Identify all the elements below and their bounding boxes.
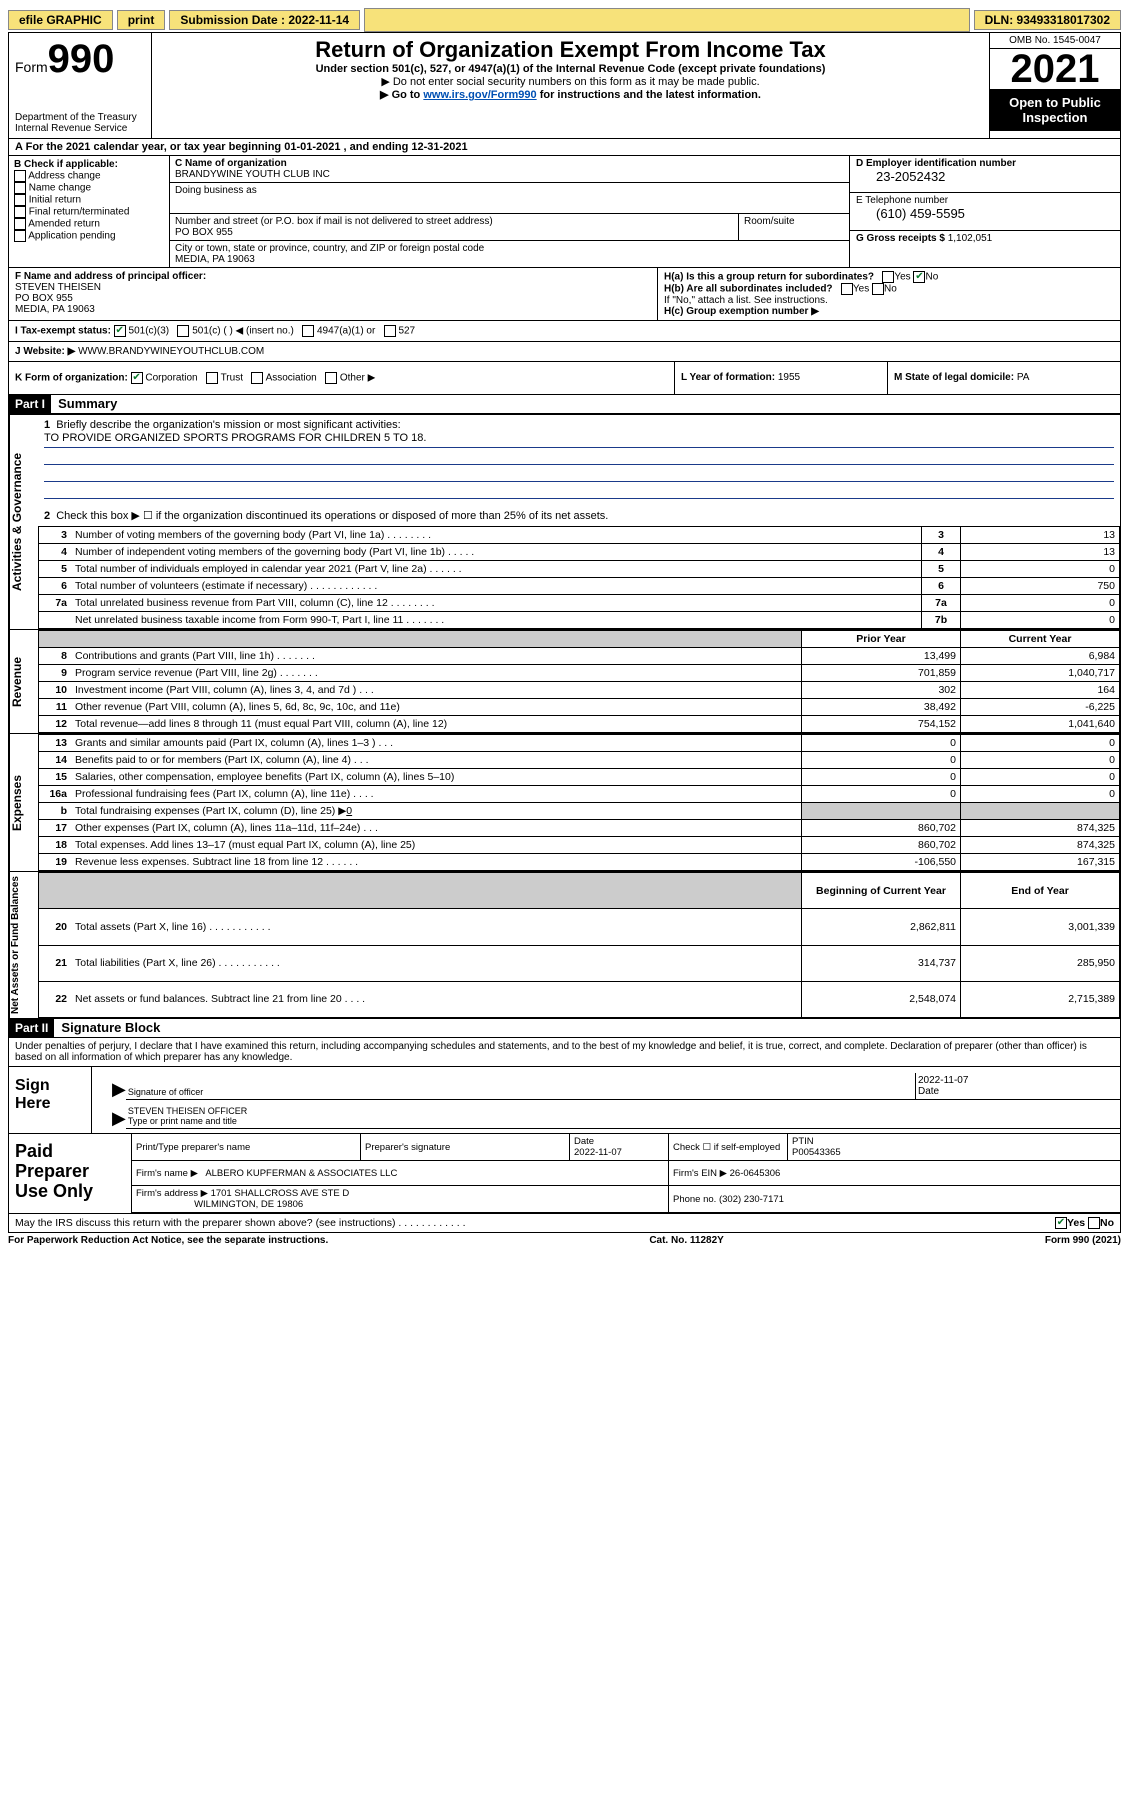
box-l: L Year of formation: 1955 (674, 362, 887, 394)
dln-label: DLN: 93493318017302 (974, 10, 1121, 30)
discuss-row: May the IRS discuss this return with the… (9, 1213, 1120, 1232)
expenses-section: Expenses 13Grants and similar amounts pa… (8, 734, 1121, 872)
netassets-table: Beginning of Current YearEnd of Year20To… (38, 872, 1120, 1018)
box-f: F Name and address of principal officer:… (9, 268, 657, 320)
dept-label: Department of the Treasury Internal Reve… (15, 112, 145, 134)
box-d: D Employer identification number 23-2052… (849, 156, 1120, 267)
footer-left: For Paperwork Reduction Act Notice, see … (8, 1235, 328, 1246)
box-b: B Check if applicable: Address change Na… (9, 156, 170, 267)
side-governance: Activities & Governance (9, 415, 38, 629)
header-right: OMB No. 1545-0047 2021 Open to Public In… (989, 33, 1120, 138)
form-subtitle: Under section 501(c), 527, or 4947(a)(1)… (156, 63, 985, 75)
row-fh: F Name and address of principal officer:… (8, 268, 1121, 321)
revenue-section: Revenue Prior YearCurrent Year8Contribut… (8, 630, 1121, 734)
sign-here-label: Sign Here (9, 1067, 92, 1133)
spacer-bar (364, 8, 969, 32)
box-h: H(a) Is this a group return for subordin… (657, 268, 1120, 320)
line-a: A For the 2021 calendar year, or tax yea… (8, 138, 1121, 155)
box-i: I Tax-exempt status: 501(c)(3) 501(c) ( … (8, 321, 1121, 342)
governance-section: Activities & Governance 1 Briefly descri… (8, 414, 1121, 630)
part2-header: Part II (9, 1019, 54, 1037)
website: WWW.BRANDYWINEYOUTHCLUB.COM (78, 346, 264, 357)
declaration-text: Under penalties of perjury, I declare th… (9, 1038, 1120, 1067)
org-street: PO BOX 955 (175, 227, 233, 238)
note-link: ▶ Go to www.irs.gov/Form990 for instruct… (156, 88, 985, 101)
efile-label: efile GRAPHIC (8, 10, 113, 30)
part1-title: Summary (58, 396, 117, 411)
footer-mid: Cat. No. 11282Y (649, 1235, 723, 1246)
form-header: Form990 Department of the Treasury Inter… (8, 32, 1121, 138)
box-k: K Form of organization: Corporation Trus… (9, 362, 674, 394)
box-j: J Website: ▶ WWW.BRANDYWINEYOUTHCLUB.COM (8, 342, 1121, 362)
revenue-table: Prior YearCurrent Year8Contributions and… (38, 630, 1120, 733)
irs-link[interactable]: www.irs.gov/Form990 (423, 89, 536, 101)
footer-right: Form 990 (2021) (1045, 1235, 1121, 1246)
side-netassets: Net Assets or Fund Balances (9, 872, 38, 1018)
mission-text: TO PROVIDE ORGANIZED SPORTS PROGRAMS FOR… (44, 431, 1114, 448)
form-label: Form (15, 59, 48, 75)
print-button[interactable]: print (117, 10, 166, 30)
box-c: C Name of organization BRANDYWINE YOUTH … (170, 156, 849, 267)
submission-date: Submission Date : 2022-11-14 (169, 10, 360, 30)
header-center: Return of Organization Exempt From Incom… (152, 33, 989, 138)
top-bar: efile GRAPHIC print Submission Date : 20… (8, 8, 1121, 32)
arrow-icon: ▶ (112, 1079, 126, 1100)
part1-header: Part I (9, 395, 51, 413)
expenses-table: 13Grants and similar amounts paid (Part … (38, 734, 1120, 871)
paid-preparer-label: Paid Preparer Use Only (9, 1134, 132, 1213)
tax-year: 2021 (990, 49, 1120, 89)
side-revenue: Revenue (9, 630, 38, 733)
box-m: M State of legal domicile: PA (887, 362, 1120, 394)
governance-table: 3Number of voting members of the governi… (38, 526, 1120, 629)
org-name: BRANDYWINE YOUTH CLUB INC (175, 169, 330, 180)
side-expenses: Expenses (9, 734, 38, 871)
page-footer: For Paperwork Reduction Act Notice, see … (8, 1233, 1121, 1248)
header-left: Form990 Department of the Treasury Inter… (9, 33, 152, 138)
gross-receipts: 1,102,051 (948, 233, 993, 244)
signature-block: Under penalties of perjury, I declare th… (8, 1038, 1121, 1233)
netassets-section: Net Assets or Fund Balances Beginning of… (8, 872, 1121, 1019)
preparer-grid: Print/Type preparer's name Preparer's si… (132, 1134, 1120, 1213)
org-city: MEDIA, PA 19063 (175, 254, 255, 265)
note-ssn: ▶ Do not enter social security numbers o… (156, 75, 985, 88)
row-klm: K Form of organization: Corporation Trus… (8, 362, 1121, 395)
arrow-icon: ▶ (112, 1108, 126, 1129)
part2-title: Signature Block (61, 1020, 160, 1035)
form-number: 990 (48, 37, 115, 81)
section-bcd: B Check if applicable: Address change Na… (8, 155, 1121, 268)
form-title: Return of Organization Exempt From Incom… (156, 37, 985, 63)
ein: 23-2052432 (856, 169, 1114, 184)
open-to-public: Open to Public Inspection (990, 89, 1120, 131)
phone: (610) 459-5595 (856, 206, 1114, 221)
